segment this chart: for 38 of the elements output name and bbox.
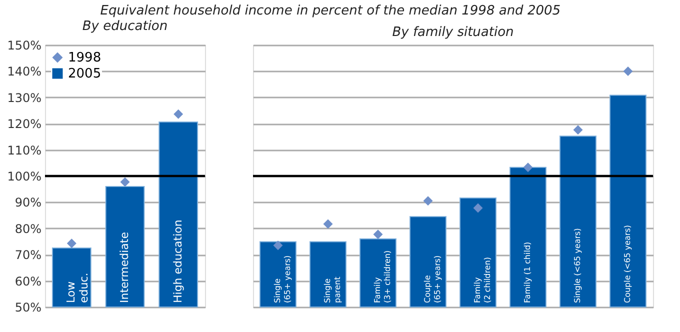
y-tick-label: 70% [14, 248, 42, 262]
category-label: Family (3+ children) [373, 250, 392, 303]
chart-subtitle: By family situation [392, 25, 514, 40]
point [323, 219, 333, 229]
category-label: Family (1 child) [523, 242, 532, 303]
legend-label: 2005 [68, 66, 102, 82]
y-tick-label: 110% [7, 143, 42, 158]
category-label: Couple (<65 years) [623, 225, 632, 303]
y-tick-label: 50% [14, 300, 42, 314]
point [373, 230, 383, 240]
point [120, 177, 130, 187]
y-tick-label: 60% [14, 274, 42, 288]
y-tick-label: 140% [7, 64, 42, 79]
category-label: Family (2 children) [473, 257, 492, 303]
category-label: Single (65+ years) [273, 255, 292, 303]
y-tick-label: 80% [14, 222, 42, 236]
point [523, 162, 533, 172]
point [66, 238, 76, 248]
x-tick-label: Intermediate [118, 232, 131, 303]
category-label: Single (<65 years) [573, 228, 582, 303]
point [273, 240, 283, 250]
point [473, 203, 483, 213]
legend-label: 1998 [68, 50, 102, 66]
y-tick-label: 130% [7, 90, 42, 105]
x-tick-label: High education [171, 220, 184, 303]
category-label: Single parent [323, 276, 342, 303]
y-tick-label: 100% [7, 170, 42, 184]
point [623, 66, 633, 76]
y-tick-label: 90% [14, 196, 42, 210]
x-tick-label: Low educ. [64, 272, 91, 303]
category-label: Couple (65+ years) [423, 255, 442, 303]
y-tick-label: 120% [7, 117, 42, 132]
point [573, 125, 583, 135]
y-tick-label: 150% [7, 38, 42, 52]
point [174, 109, 184, 119]
chart-subtitle: By education [82, 19, 168, 34]
point [423, 196, 433, 206]
text: Equivalent household income in percent of the median 1998 and 2005 [100, 4, 561, 18]
